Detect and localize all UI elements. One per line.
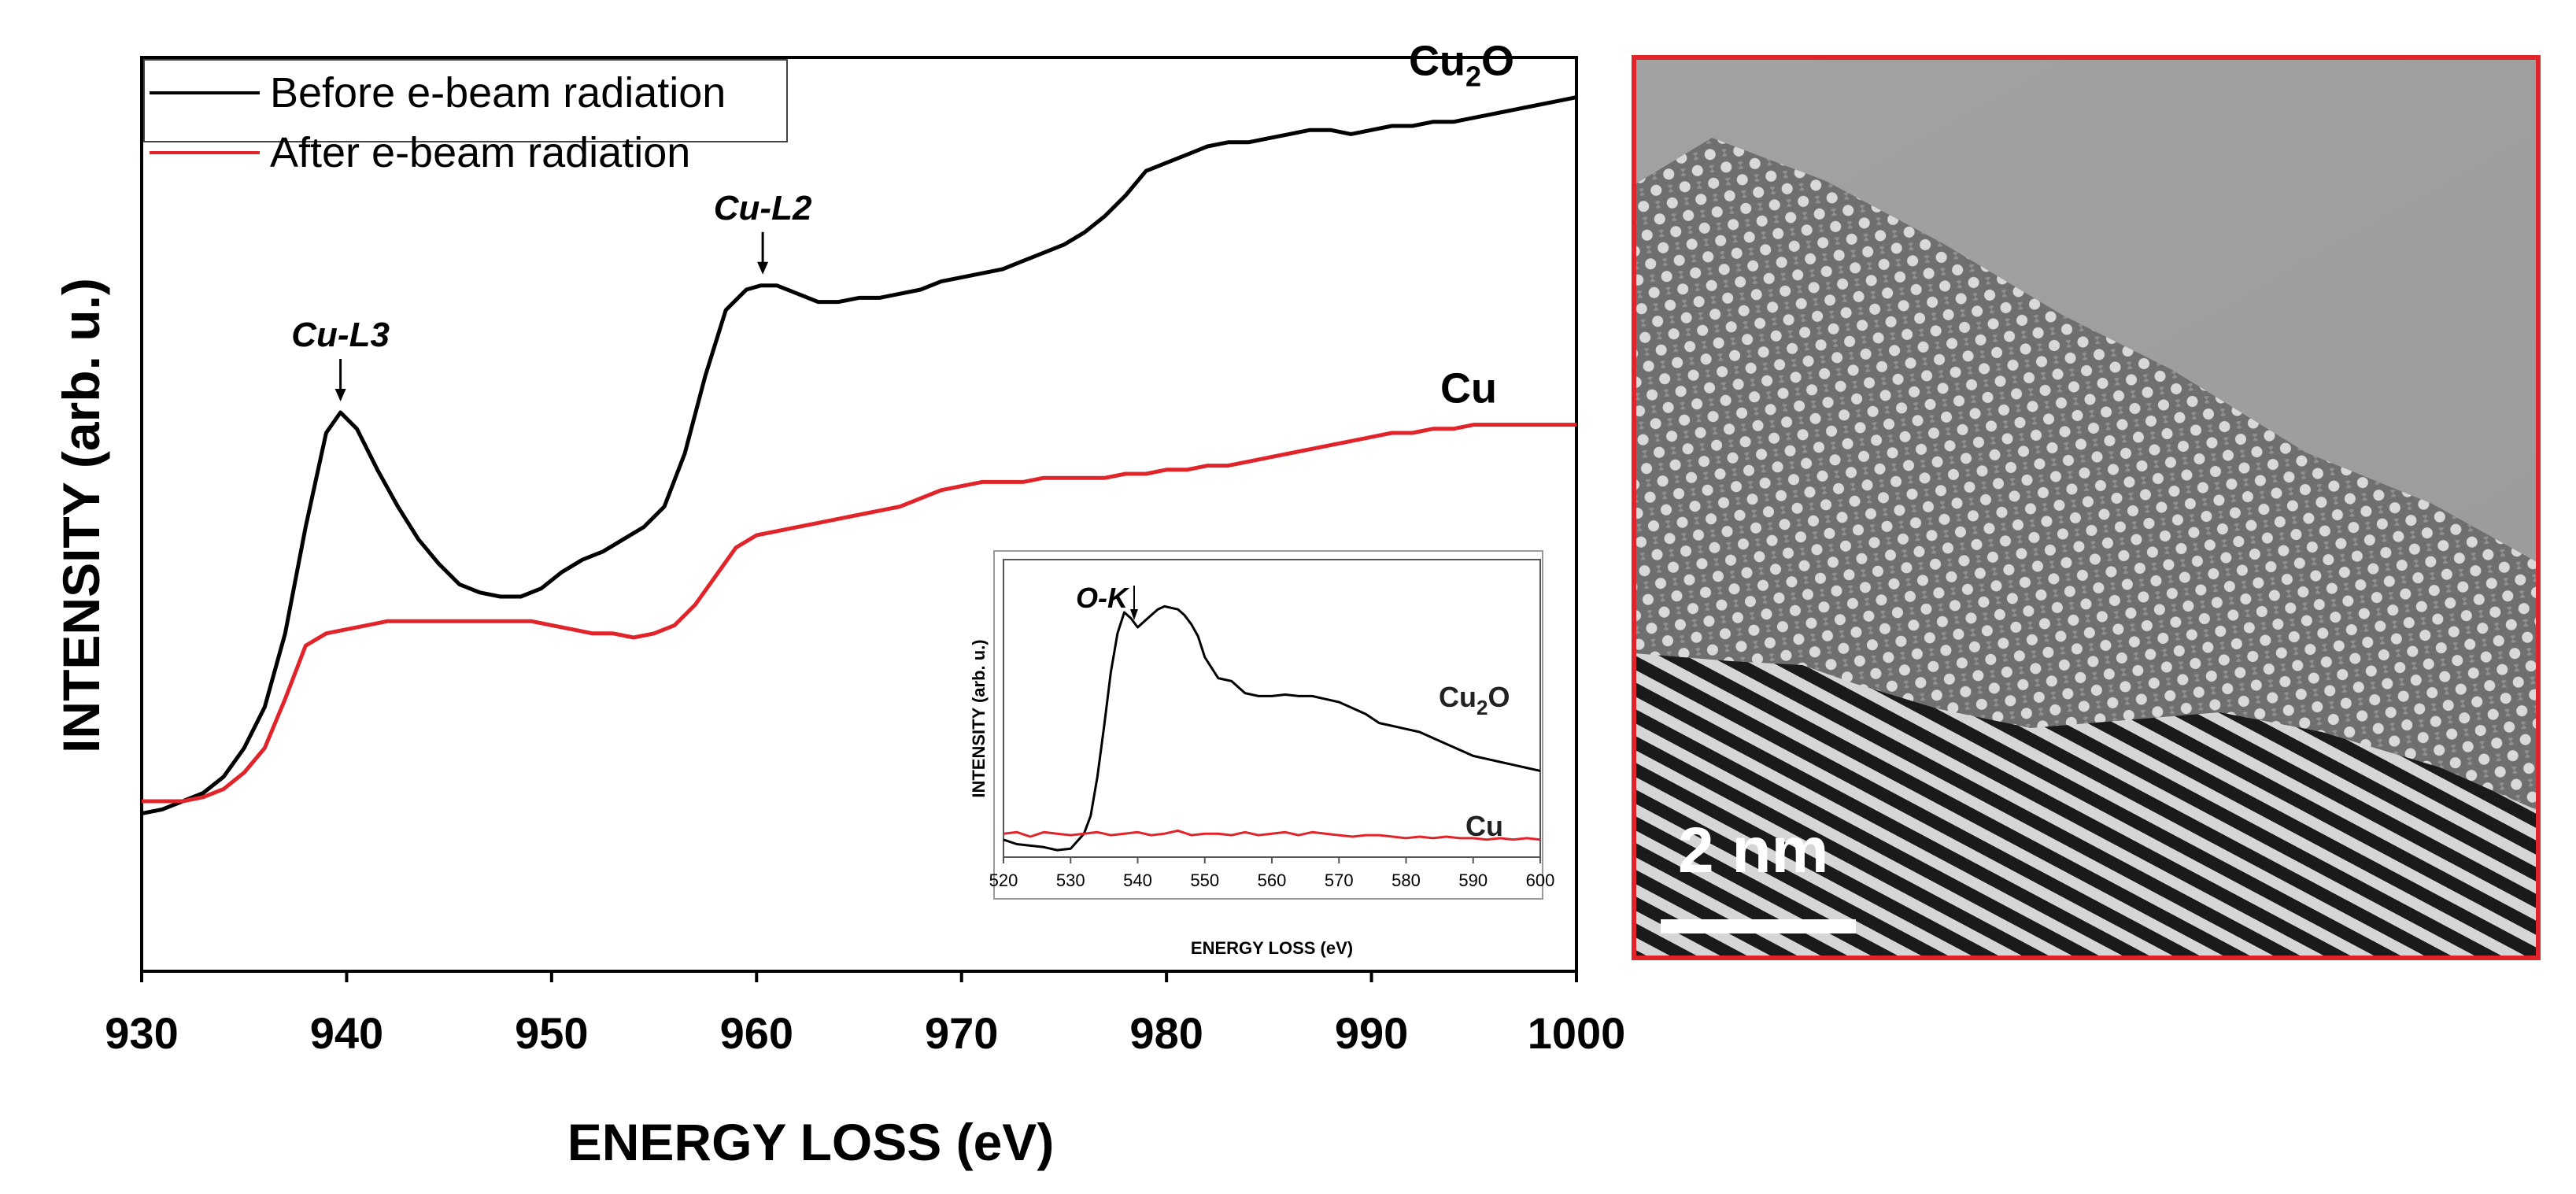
legend-label-before: Before e-beam radiation — [270, 69, 726, 116]
main-x-axis: 930 940 950 960 970 980 990 1000 — [105, 971, 1625, 1058]
main-x-tick-label: 970 — [925, 1008, 998, 1058]
legend: Before e-beam radiation After e-beam rad… — [143, 59, 788, 176]
main-annotation-label: Cu-L2 — [714, 189, 812, 227]
main-x-tick-label: 980 — [1129, 1008, 1203, 1058]
inset-y-axis-title: INTENSITY (arb. u.) — [969, 639, 989, 797]
legend-box — [143, 59, 788, 142]
main-x-axis-title: ENERGY LOSS (eV) — [567, 1113, 1055, 1171]
main-annotations: Cu-L3 Cu-L2 — [291, 189, 812, 401]
tem-amorphous-region — [1634, 57, 2538, 563]
main-x-tick-label: 940 — [310, 1008, 383, 1058]
inset-series-line-cu2o — [1003, 604, 1540, 852]
inset-series-line-cu — [1003, 829, 1540, 841]
inset-x-tick-label: 530 — [1056, 871, 1085, 890]
main-x-tick-label: 930 — [105, 1008, 178, 1058]
main-series-line-before — [142, 95, 1576, 816]
main-annotation-arrowhead — [334, 389, 346, 401]
inset-annotation-arrowhead — [1129, 609, 1138, 620]
main-x-tick-label: 1000 — [1528, 1008, 1626, 1058]
main-annotation-label: Cu-L3 — [291, 316, 390, 354]
inset-series-labels: Cu2O Cu — [1439, 681, 1510, 842]
tem-frame — [1632, 55, 2541, 960]
inset-x-axis-title: ENERGY LOSS (eV) — [1191, 938, 1353, 958]
legend-label-after: After e-beam radiation — [270, 129, 690, 176]
inset-chart: 520 530 540 550 560 570 580 590 600 O-K Cu2O Cu E… — [969, 550, 1555, 958]
inset-x-tick-label: 560 — [1258, 871, 1287, 890]
tem-metal-fringes — [1634, 653, 2538, 958]
main-series-group — [142, 95, 1576, 816]
inset-x-tick-label: 580 — [1391, 871, 1421, 890]
main-series-line-after — [142, 423, 1576, 804]
inset-x-axis: 520 530 540 550 560 570 580 590 600 — [989, 857, 1555, 890]
main-series-label: Cu2O — [1409, 38, 1514, 93]
inset-x-tick-label: 520 — [989, 871, 1018, 890]
main-series-label: Cu — [1440, 365, 1497, 412]
inset-series-label: Cu — [1465, 810, 1503, 842]
inset-series-label: Cu2O — [1439, 681, 1510, 719]
inset-x-tick-label: 550 — [1190, 871, 1219, 890]
main-x-tick-label: 950 — [515, 1008, 588, 1058]
tem-micrograph: 2 nm — [1632, 55, 2541, 960]
inset-annotations: O-K — [1076, 582, 1138, 620]
inset-series-group — [1003, 604, 1540, 852]
main-chart: 930 940 950 960 970 980 990 1000 Cu-L3 Cu-L2 Cu2… — [52, 38, 1625, 1171]
main-annotation-arrowhead — [757, 261, 769, 275]
main-y-axis-title: INTENSITY (arb. u.) — [52, 278, 110, 753]
inset-annotation-label: O-K — [1076, 582, 1130, 614]
inset-x-tick-label: 600 — [1526, 871, 1555, 890]
main-x-tick-label: 960 — [720, 1008, 793, 1058]
scale-bar — [1661, 919, 1856, 933]
inset-x-tick-label: 590 — [1458, 871, 1488, 890]
main-series-labels: Cu2O Cu — [1409, 38, 1514, 412]
main-x-tick-label: 990 — [1335, 1008, 1408, 1058]
inset-x-tick-label: 540 — [1123, 871, 1152, 890]
scale-bar-label: 2 nm — [1678, 815, 1828, 886]
inset-x-tick-label: 570 — [1325, 871, 1354, 890]
